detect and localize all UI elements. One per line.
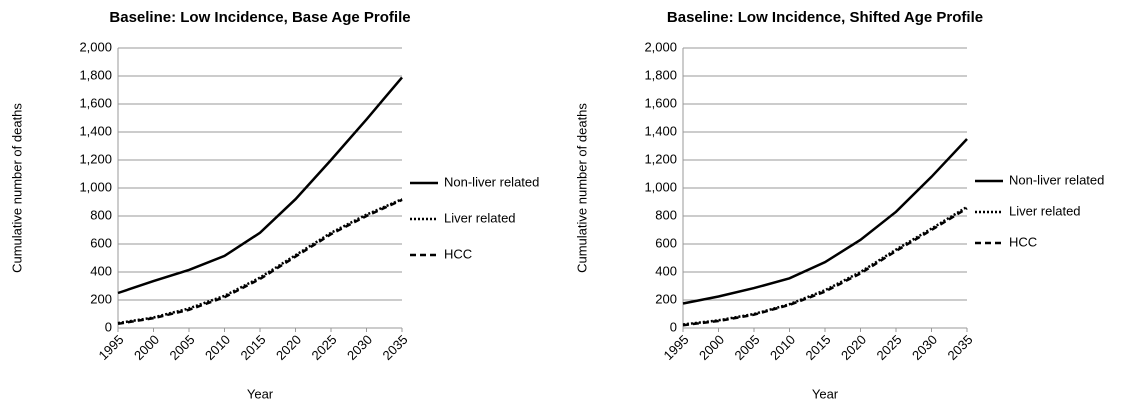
x-tick-label: 2015 xyxy=(237,332,268,363)
y-axis-label: Cumulative number of deaths xyxy=(9,103,24,273)
y-tick-label: 1,200 xyxy=(644,151,677,166)
x-tick-label: 2015 xyxy=(802,332,833,363)
y-tick-label: 1,200 xyxy=(79,151,112,166)
y-tick-label: 1,600 xyxy=(79,95,112,110)
series-line xyxy=(682,205,968,326)
y-tick-label: 2,000 xyxy=(79,39,112,54)
x-tick-label: 1995 xyxy=(660,332,691,363)
y-tick-label: 0 xyxy=(670,319,677,334)
x-tick-label: 2005 xyxy=(166,332,197,363)
legend-label: Non-liver related xyxy=(444,174,539,189)
x-axis-label: Year xyxy=(247,386,274,401)
x-tick-label: 2010 xyxy=(767,332,798,363)
y-tick-label: 2,000 xyxy=(644,39,677,54)
legend-label: HCC xyxy=(444,246,472,261)
x-tick-label: 2030 xyxy=(909,332,940,363)
x-tick-label: 1995 xyxy=(95,332,126,363)
series-line xyxy=(117,198,403,326)
legend-label: Non-liver related xyxy=(1009,172,1104,187)
y-tick-label: 1,800 xyxy=(79,67,112,82)
y-tick-label: 800 xyxy=(655,207,677,222)
series-line xyxy=(682,138,968,305)
y-tick-label: 1,000 xyxy=(79,179,112,194)
y-tick-label: 800 xyxy=(90,207,112,222)
x-tick-label: 2000 xyxy=(696,332,727,363)
series-line xyxy=(117,76,403,295)
y-tick-label: 400 xyxy=(90,263,112,278)
x-tick-label: 2020 xyxy=(838,332,869,363)
series-line xyxy=(117,198,403,325)
chart-title: Baseline: Low Incidence, Shifted Age Pro… xyxy=(667,9,983,26)
y-tick-label: 400 xyxy=(655,263,677,278)
y-tick-label: 1,800 xyxy=(644,67,677,82)
legend-label: HCC xyxy=(1009,234,1037,249)
x-axis-label: Year xyxy=(812,386,839,401)
y-tick-label: 200 xyxy=(90,291,112,306)
y-tick-label: 0 xyxy=(105,319,112,334)
y-tick-label: 1,000 xyxy=(644,179,677,194)
x-tick-label: 2000 xyxy=(131,332,162,363)
chart-title: Baseline: Low Incidence, Base Age Profil… xyxy=(109,9,410,26)
x-tick-label: 2035 xyxy=(379,332,410,363)
y-tick-label: 600 xyxy=(90,235,112,250)
x-tick-label: 2005 xyxy=(731,332,762,363)
x-tick-label: 2010 xyxy=(202,332,233,363)
y-tick-label: 200 xyxy=(655,291,677,306)
y-axis-label: Cumulative number of deaths xyxy=(574,103,589,273)
series-line xyxy=(682,207,968,327)
y-tick-label: 1,600 xyxy=(644,95,677,110)
x-tick-label: 2030 xyxy=(344,332,375,363)
x-tick-label: 2025 xyxy=(308,332,339,363)
x-tick-label: 2020 xyxy=(273,332,304,363)
y-tick-label: 1,400 xyxy=(644,123,677,138)
x-tick-label: 2035 xyxy=(944,332,975,363)
x-tick-label: 2025 xyxy=(873,332,904,363)
y-tick-label: 1,400 xyxy=(79,123,112,138)
legend-label: Liver related xyxy=(1009,203,1081,218)
legend-label: Liver related xyxy=(444,210,516,225)
y-tick-label: 600 xyxy=(655,235,677,250)
